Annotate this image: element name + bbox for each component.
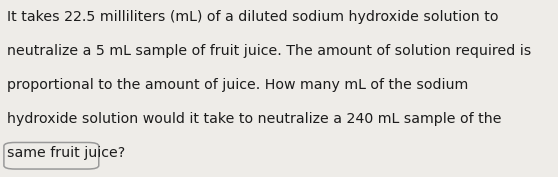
Text: neutralize a 5 mL sample of fruit juice. The amount of solution required is: neutralize a 5 mL sample of fruit juice.… (7, 44, 531, 58)
Text: proportional to the amount of juice. How many mL of the sodium: proportional to the amount of juice. How… (7, 78, 468, 92)
Text: same fruit juice?: same fruit juice? (7, 146, 125, 160)
Text: hydroxide solution would it take to neutralize a 240 mL sample of the: hydroxide solution would it take to neut… (7, 112, 501, 126)
FancyBboxPatch shape (4, 142, 99, 169)
Text: It takes 22.5 milliliters (mL) of a diluted sodium hydroxide solution to: It takes 22.5 milliliters (mL) of a dilu… (7, 10, 498, 24)
